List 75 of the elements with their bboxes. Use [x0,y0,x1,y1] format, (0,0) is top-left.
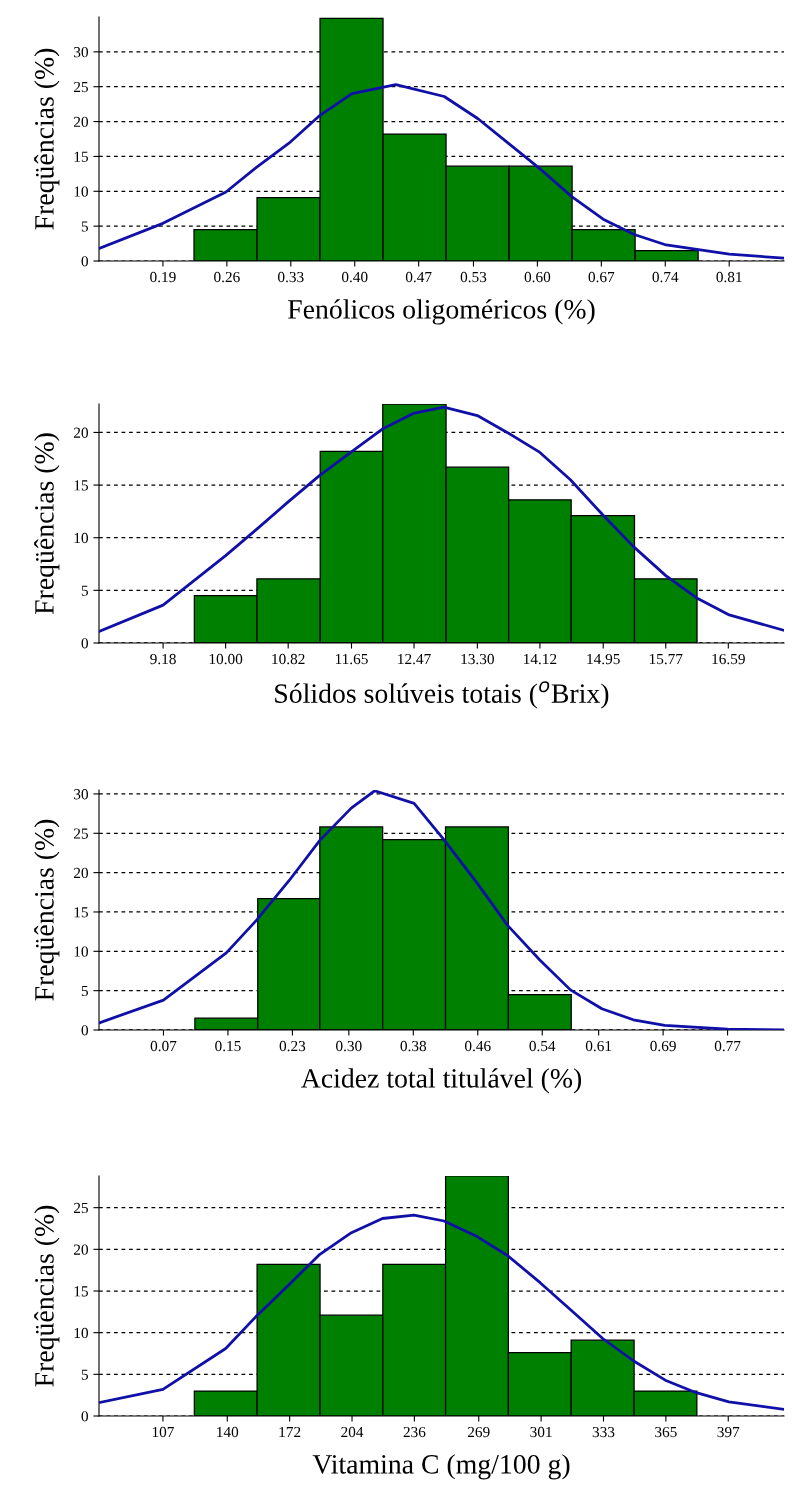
x-tick-label: 10.00 [209,653,243,665]
x-axis-title: Fenólicos oligoméricos (%) [288,299,595,325]
x-tick-label: 365 [655,1426,677,1438]
x-tick-label: 0.53 [460,271,487,283]
y-tick-label: 30 [74,789,88,800]
x-tick-label: 0.33 [278,271,304,283]
x-tick-label: 0.19 [150,271,176,283]
y-tick-label: 5 [81,221,88,232]
y-tick-label: 15 [74,907,88,918]
x-tick-label: 397 [717,1426,740,1438]
y-tick-label: 15 [74,1286,88,1297]
x-axis-title: Vitamina C (mg/100 g) [312,1454,570,1480]
x-tick-label: 0.23 [279,1040,306,1052]
x-tick-label: 16.59 [712,653,745,665]
x-tick-label: 0.07 [150,1040,177,1052]
x-tick-label: 0.26 [214,271,240,283]
y-tick-label: 5 [81,985,88,997]
x-tick-label: 0.81 [716,271,742,283]
line-series [99,405,784,633]
x-tick-label: 0.54 [529,1040,556,1052]
y-axis-title: Freqüências (%) [34,433,60,615]
x-tick-label: 14.95 [587,653,620,665]
x-tick-label: 14.12 [524,653,557,665]
x-tick-label: 204 [341,1426,364,1438]
y-tick-label: 20 [73,116,88,128]
x-tick-label: 11.65 [335,653,368,665]
y-tick-label: 25 [73,81,88,93]
x-tick-label: 0.69 [650,1040,676,1052]
y-tick-label: 10 [74,532,88,544]
x-tick-label: 0.61 [585,1040,612,1052]
y-tick-label: 20 [73,867,88,879]
x-tick-label: 10.82 [272,653,305,665]
x-tick-label: 107 [152,1426,174,1438]
x-axis-title: Acidez total titulável (%) [301,1068,582,1094]
x-tick-label: 9.18 [150,653,176,665]
x-axis-title: Sólidos solúveis totais ($^{o}$Brix) [275,681,609,709]
y-tick-label: 0 [81,256,88,267]
y-axis-title: Freqüências (%) [34,819,60,1001]
x-tick-label: 172 [279,1426,301,1438]
x-tick-label: 13.30 [461,653,494,665]
y-axis-title: Freqüências (%) [34,1205,60,1387]
x-tick-label: 0.40 [341,271,368,283]
y-tick-label: 0 [81,1025,88,1036]
x-tick-label: 0.15 [215,1040,241,1052]
x-tick-label: 0.38 [400,1040,427,1052]
x-tick-label: 0.67 [588,271,615,283]
y-tick-label: 30 [74,47,88,58]
y-tick-label: 10 [74,186,88,197]
x-tick-label: 0.74 [652,271,679,283]
x-tick-label: 0.77 [714,1040,741,1052]
y-tick-label: 10 [74,1327,88,1339]
y-tick-label: 20 [73,427,88,438]
x-tick-label: 269 [467,1426,490,1438]
x-tick-label: 140 [217,1426,239,1438]
y-axis-title: Freqüências (%) [34,48,60,230]
y-tick-label: 5 [81,585,88,596]
x-tick-label: 236 [403,1426,426,1438]
y-tick-label: 15 [74,151,88,162]
y-tick-label: 0 [81,638,88,649]
y-tick-label: 20 [73,1244,88,1255]
x-tick-label: 15.77 [649,653,683,665]
x-tick-label: 0.47 [405,271,432,283]
y-tick-label: 5 [81,1369,88,1380]
x-tick-label: 333 [592,1426,615,1438]
y-tick-label: 25 [73,828,88,839]
y-tick-label: 15 [74,480,88,491]
x-tick-label: 12.47 [398,653,431,665]
x-tick-label: 0.30 [336,1040,362,1052]
line-series [99,1213,784,1411]
y-tick-label: 10 [74,946,88,957]
y-tick-label: 25 [73,1202,88,1214]
x-tick-label: 0.60 [524,271,551,283]
x-tick-label: 301 [530,1426,552,1438]
x-tick-label: 0.46 [464,1040,491,1052]
y-tick-label: 0 [81,1411,88,1422]
